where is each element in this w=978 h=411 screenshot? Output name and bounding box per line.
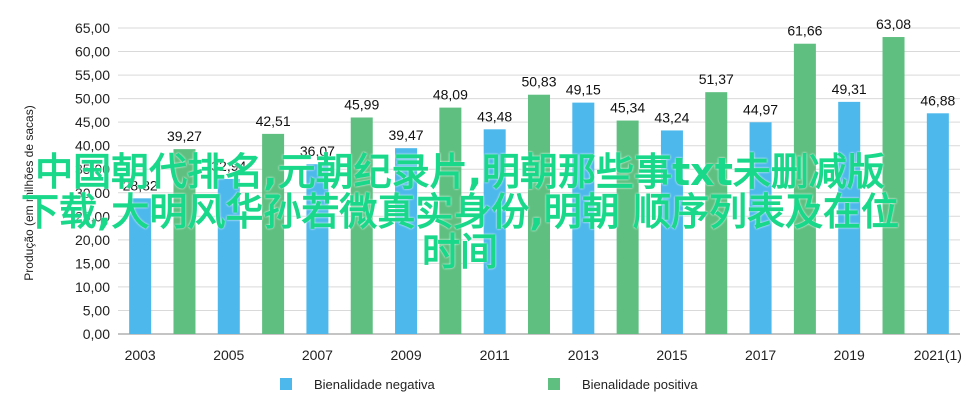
bar-positiva — [173, 149, 196, 334]
bar-negativa — [217, 178, 240, 334]
data-label: 44,97 — [743, 101, 778, 117]
data-label: 45,34 — [610, 100, 645, 116]
legend-swatch-positiva — [548, 378, 560, 390]
y-tick-label: 40,00 — [75, 138, 110, 154]
bar-negativa — [749, 122, 772, 334]
y-tick-label: 60,00 — [75, 44, 110, 60]
x-tick-label: 2013 — [568, 347, 599, 363]
bar-negativa — [572, 102, 595, 335]
bar-positiva — [528, 94, 550, 334]
y-tick-label: 0,00 — [83, 326, 110, 342]
y-tick-label: 15,00 — [75, 255, 110, 271]
legend-swatch-negativa — [280, 378, 292, 390]
bar-positiva — [350, 117, 373, 335]
y-tick-label: 55,00 — [75, 67, 110, 83]
bar-negativa — [926, 113, 949, 335]
data-label: 51,37 — [699, 71, 734, 87]
y-axis-label: Produção (em milhões de sacas) — [22, 105, 36, 280]
data-label: 39,27 — [167, 128, 202, 144]
x-tick-label: 2017 — [745, 347, 776, 363]
y-tick-label: 65,00 — [75, 20, 110, 36]
data-label: 28,82 — [123, 177, 158, 193]
data-label: 39,47 — [389, 127, 424, 143]
y-tick-label: 10,00 — [75, 279, 110, 295]
x-axis-ticks: 2003 2005 2007 2009 2011 2013 2015 2017 2019 2021… — [125, 347, 962, 363]
legend-label-positiva: Bienalidade positiva — [582, 377, 698, 392]
x-tick-label: 2019 — [834, 347, 865, 363]
data-label: 45,99 — [344, 96, 379, 112]
data-label: 49,15 — [566, 82, 601, 98]
bar-positiva — [705, 92, 728, 334]
data-label: 46,88 — [920, 92, 955, 108]
y-tick-label: 30,00 — [75, 185, 110, 201]
bar-negativa — [306, 164, 329, 334]
data-label: 32,94 — [211, 158, 246, 174]
x-tick-label: 2007 — [302, 347, 333, 363]
bar-negativa — [660, 130, 683, 334]
y-tick-label: 25,00 — [75, 208, 110, 224]
bars — [129, 37, 949, 335]
legend: Bienalidade negativa Bienalidade positiv… — [280, 377, 698, 392]
bar-negativa — [838, 101, 861, 334]
data-label: 42,51 — [256, 113, 291, 129]
bar-positiva — [793, 43, 816, 334]
data-label: 61,66 — [787, 23, 822, 39]
x-tick-label: 2009 — [390, 347, 421, 363]
y-axis-ticks: 0,00 5,00 10,00 15,00 20,00 25,00 30,00 35,00 40… — [75, 20, 110, 342]
data-label: 63,08 — [876, 16, 911, 32]
bar-positiva — [262, 133, 285, 334]
x-tick-label: 2015 — [656, 347, 687, 363]
x-tick-label: 2003 — [125, 347, 156, 363]
bar-positiva — [439, 107, 462, 334]
bar-positiva — [882, 37, 905, 335]
bar-positiva — [616, 120, 639, 335]
data-label: 43,24 — [654, 109, 689, 125]
y-tick-label: 20,00 — [75, 232, 110, 248]
x-tick-label: 2011 — [480, 347, 510, 363]
data-labels: 28,82 32,94 36,07 39,47 43,48 49,15 43,24 44,97… — [123, 16, 956, 193]
data-label: 43,48 — [477, 108, 512, 124]
x-tick-label: 2005 — [213, 347, 244, 363]
data-label: 50,83 — [521, 74, 556, 90]
overlay-text: 中国朝代排名,元朝纪录片,明朝那些事txt未删减版下载,大明风华孙若微真实身份,… — [20, 150, 900, 274]
data-label: 49,31 — [832, 81, 867, 97]
y-tick-label: 5,00 — [83, 302, 110, 318]
x-tick-label: 2021(1) — [914, 347, 962, 363]
y-tick-label: 35,00 — [75, 161, 110, 177]
bar-negativa — [483, 129, 506, 334]
bar-negativa — [395, 148, 418, 334]
bar-negativa — [129, 198, 152, 334]
data-label: 36,07 — [300, 143, 335, 159]
data-label: 48,09 — [433, 87, 468, 103]
legend-label-negativa: Bienalidade negativa — [314, 377, 435, 392]
y-tick-label: 45,00 — [75, 114, 110, 130]
y-tick-label: 50,00 — [75, 91, 110, 107]
